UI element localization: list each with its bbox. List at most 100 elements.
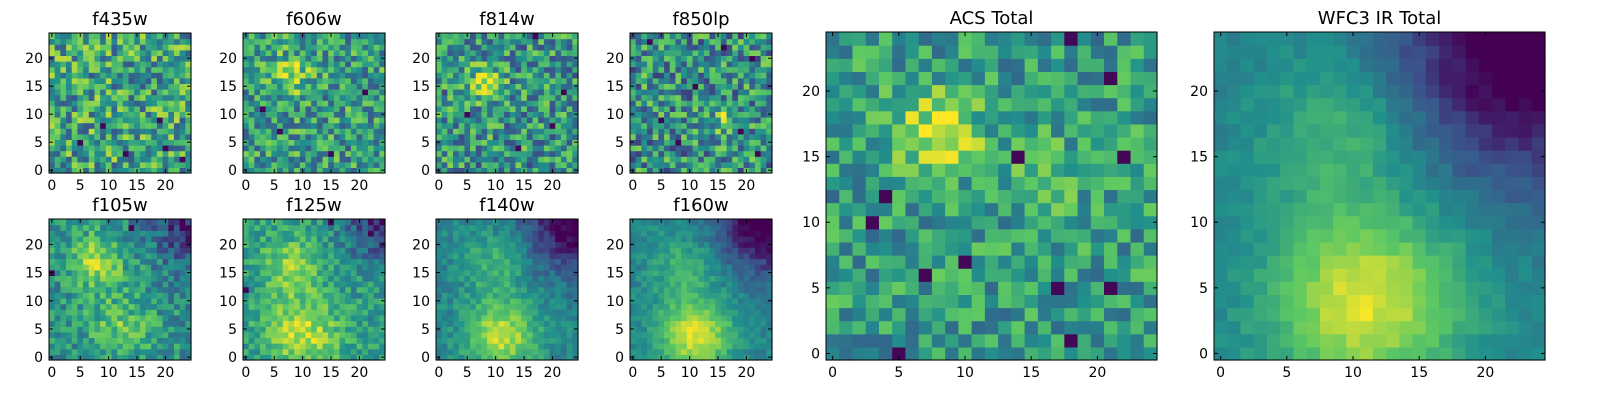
f160w-cell [681, 303, 688, 310]
f435w-cell [173, 44, 181, 51]
f606w-cell [350, 117, 358, 124]
f140w-cell [487, 320, 494, 327]
f606w-cell [356, 66, 363, 73]
f850lp-cell [664, 133, 671, 140]
f606w-cell [328, 145, 335, 152]
f606w-cell [311, 139, 318, 146]
f606w-cell [265, 167, 272, 174]
f850lp-cell [692, 55, 699, 62]
f435w-cell [168, 55, 175, 62]
f814w-cell [464, 139, 471, 146]
f105w-cell [83, 241, 90, 248]
f435w-cell [94, 167, 101, 174]
f850lp-cell [760, 83, 767, 90]
f160w-cell [720, 320, 728, 327]
f435w-cell [162, 77, 169, 84]
f105w-cell [66, 326, 73, 333]
f606w-cell [265, 33, 272, 40]
f606w-cell [271, 38, 278, 45]
f125w-cell [345, 297, 352, 305]
f125w-cell [362, 314, 369, 322]
f105w-cell [179, 269, 186, 276]
f160w-cell [692, 269, 699, 276]
f606w-cell [345, 100, 352, 107]
f105w-cell [128, 309, 135, 316]
f125w-cell [362, 219, 369, 226]
f606w-cell [288, 83, 295, 90]
f125w-cell [333, 286, 341, 293]
f125w-cell [277, 258, 284, 265]
f850lp-cell [652, 66, 659, 73]
f814w-cell [447, 128, 454, 135]
f850lp-cell [692, 72, 699, 79]
f105w-cell [117, 348, 124, 355]
f140w-cell [509, 314, 517, 322]
f125w-cell [328, 320, 335, 327]
f850lp-cell [681, 38, 688, 45]
f125w-cell [277, 252, 284, 260]
f140w-cell [436, 275, 443, 282]
f125w-cell [305, 281, 312, 288]
f105w-cell [54, 343, 61, 350]
f160w-cell [703, 314, 711, 322]
f125w-cell [282, 320, 290, 327]
f850lp-cell [652, 133, 659, 140]
f435w-cell [139, 33, 147, 40]
f606w-cell [288, 145, 295, 152]
f814w-cell [555, 150, 562, 157]
f850lp-cell [749, 117, 756, 124]
f105w-cell [168, 297, 175, 305]
f140w-cell [555, 286, 562, 293]
f160w-cell [749, 309, 756, 316]
f850lp-cell [635, 145, 642, 152]
f606w-cell [379, 89, 386, 96]
f160w-cell [732, 320, 739, 327]
f105w-cell [128, 252, 135, 260]
f105w-cell [173, 314, 181, 322]
f105w-cell [185, 264, 192, 271]
f814w-cell [560, 94, 568, 101]
f160w-cell [726, 337, 733, 344]
f606w-cell [305, 33, 312, 40]
f814w-cell [436, 49, 443, 56]
f140w-cell [543, 230, 551, 237]
f606w-cell [379, 133, 386, 140]
f125w-cell [367, 247, 375, 254]
f125w-cell [367, 314, 375, 322]
f125w-cell [328, 281, 335, 288]
f850lp-cell [749, 128, 756, 135]
f606w-cell [254, 77, 261, 84]
f814w-cell [487, 100, 494, 107]
f435w-cell [156, 145, 164, 152]
f606w-cell [282, 105, 290, 112]
f814w-cell [560, 133, 568, 140]
f160w-cell [686, 314, 694, 322]
f435w-cell [185, 61, 192, 68]
f125w-cell [299, 297, 307, 305]
f814w-cell [464, 100, 471, 107]
f850lp-cell [726, 38, 733, 45]
f140w-cell [458, 309, 465, 316]
f105w-cell [71, 297, 78, 305]
f606w-cell [305, 66, 312, 73]
f140w-cell [532, 247, 539, 254]
f140w-cell [555, 224, 562, 231]
f125w-cell [339, 309, 346, 316]
f814w-cell [521, 72, 528, 79]
f606w-cell [299, 161, 307, 168]
f125w-cell [339, 252, 346, 260]
f435w-cell [88, 49, 96, 56]
f140w-cell [566, 275, 573, 282]
f850lp-cell [760, 145, 767, 152]
f160w-cell [686, 292, 694, 299]
f435w-cell [173, 38, 181, 45]
f140w-cell [532, 326, 539, 333]
f606w-cell [350, 38, 358, 45]
f606w-cell [333, 150, 341, 157]
f160w-cell [715, 281, 722, 288]
f160w-cell [703, 326, 711, 333]
f125w-cell [333, 348, 341, 355]
f140w-cell [475, 326, 483, 333]
f435w-cell [83, 156, 90, 163]
f105w-cell [54, 320, 61, 327]
